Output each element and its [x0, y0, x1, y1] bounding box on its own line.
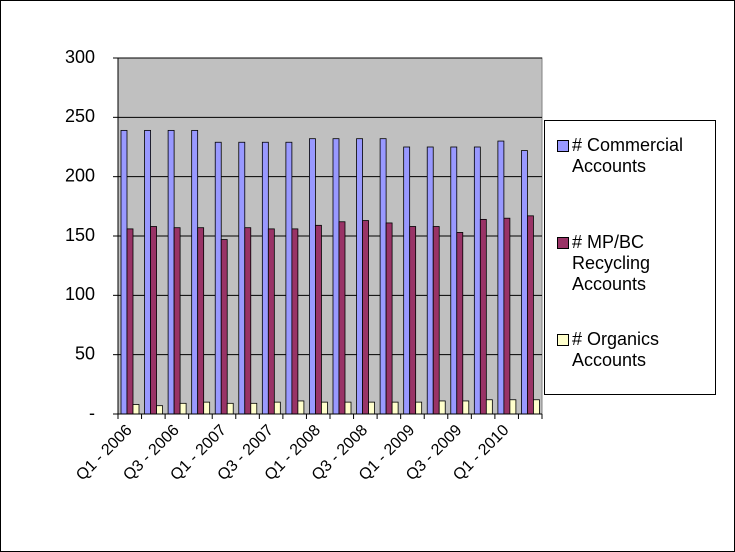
bar [368, 401, 375, 415]
bar [244, 227, 252, 415]
bar [297, 400, 305, 415]
bar [450, 146, 458, 415]
y-tick-label: 200 [65, 165, 95, 185]
bar [473, 146, 481, 415]
bar [309, 138, 316, 415]
bar [126, 228, 134, 415]
y-tick-label: 150 [65, 225, 95, 245]
bar [226, 402, 234, 415]
bar [479, 218, 487, 415]
bar [503, 217, 511, 415]
bar [197, 227, 205, 415]
y-tick-label: 100 [65, 284, 95, 304]
legend-label: # Organics Accounts [572, 329, 660, 370]
bar [285, 141, 293, 415]
bar [521, 150, 528, 415]
bar [332, 138, 340, 415]
y-tick-label: 300 [65, 47, 95, 67]
bar [120, 129, 128, 415]
legend-entry: # Organics Accounts [557, 329, 704, 371]
bar [191, 129, 199, 415]
bar [315, 224, 322, 415]
bar [132, 404, 140, 415]
bar [533, 399, 540, 415]
bar [432, 226, 440, 415]
bar [403, 146, 411, 415]
bar [321, 401, 328, 415]
bar [179, 402, 187, 415]
legend-swatch [557, 237, 569, 249]
bar [291, 228, 299, 415]
bar [426, 146, 434, 415]
bar [356, 138, 363, 415]
bar [150, 226, 157, 415]
bar [385, 222, 393, 415]
legend-entry: # MP/BC Recycling Accounts [557, 232, 704, 295]
legend-swatch [557, 334, 569, 346]
bar [273, 401, 281, 415]
y-tick-label: 250 [65, 106, 95, 126]
legend-entry: # Commercial Accounts [557, 135, 704, 177]
bar [173, 227, 181, 415]
bar [167, 129, 175, 415]
bar [391, 401, 399, 415]
y-tick-label: 50 [75, 343, 95, 363]
legend: # Commercial Accounts # MP/BC Recycling A… [544, 120, 716, 395]
bar [214, 141, 222, 415]
y-tick-label: - [89, 403, 95, 423]
bar [261, 141, 269, 415]
bar [485, 399, 493, 415]
bar [379, 138, 387, 415]
bar [250, 402, 258, 415]
bar [344, 401, 352, 415]
bar [144, 129, 151, 415]
bar [509, 399, 517, 415]
bar [456, 232, 464, 415]
legend-label: # MP/BC Recycling Accounts [572, 232, 651, 294]
legend-label: # Commercial Accounts [572, 135, 684, 176]
legend-swatch [557, 140, 569, 152]
bar [338, 221, 346, 415]
bar [527, 215, 534, 415]
bar [497, 140, 505, 415]
bar [156, 405, 163, 415]
bar [220, 239, 228, 415]
bar [203, 401, 211, 415]
bar [415, 401, 423, 415]
bar [438, 400, 446, 415]
bar [409, 226, 417, 415]
bar [267, 228, 275, 415]
bar [462, 400, 470, 415]
bar [362, 220, 369, 415]
bar [238, 141, 246, 415]
